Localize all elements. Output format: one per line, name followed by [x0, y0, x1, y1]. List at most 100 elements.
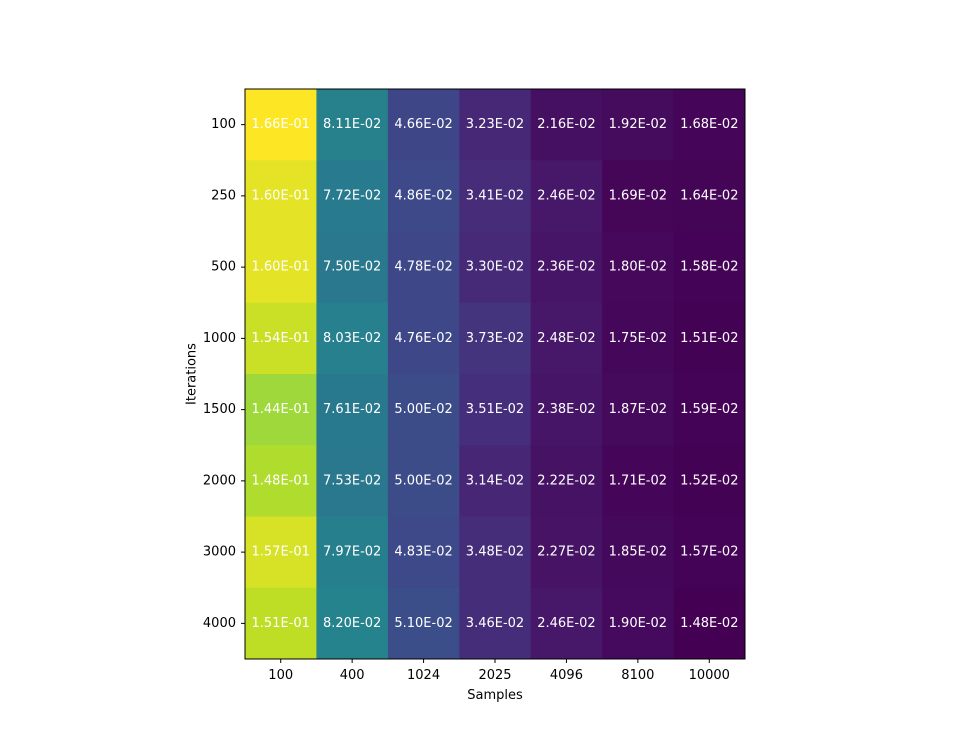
heatmap-cell	[459, 374, 532, 446]
cell-value-label: 7.53E-02	[323, 473, 381, 488]
cell-value-label: 5.10E-02	[394, 616, 452, 631]
heatmap-cell	[245, 374, 317, 446]
cell-value-label: 1.71E-02	[609, 473, 667, 488]
heatmap-cell	[673, 374, 746, 446]
heatmap-cell	[602, 445, 675, 517]
cell-value-label: 2.38E-02	[537, 402, 595, 417]
heatmap-cell	[316, 374, 389, 446]
y-tick-label: 250	[211, 188, 236, 203]
heatmap-cell	[530, 587, 603, 660]
x-tick-label: 4096	[550, 668, 583, 683]
heatmap-cell	[602, 231, 675, 304]
cell-value-label: 1.60E-01	[252, 260, 310, 275]
cell-value-label: 1.75E-02	[609, 331, 667, 346]
y-tick-label: 4000	[203, 616, 236, 631]
cell-value-label: 2.16E-02	[537, 117, 595, 132]
cell-value-label: 1.60E-01	[252, 188, 310, 203]
x-axis-label: Samples	[467, 688, 523, 703]
cell-value-label: 1.90E-02	[609, 616, 667, 631]
cell-value-label: 5.00E-02	[394, 402, 452, 417]
heatmap-cell	[602, 587, 675, 660]
heatmap-cell	[459, 160, 532, 232]
cell-value-label: 8.11E-02	[323, 117, 381, 132]
heatmap-cell	[530, 89, 603, 161]
cell-value-label: 3.46E-02	[466, 616, 524, 631]
cell-value-label: 2.46E-02	[537, 188, 595, 203]
heatmap-cell	[245, 516, 317, 589]
cell-value-label: 3.51E-02	[466, 402, 524, 417]
heatmap-cell	[387, 160, 460, 232]
cell-value-label: 4.78E-02	[394, 260, 452, 275]
heatmap-cell	[673, 89, 746, 161]
x-tick-label: 2025	[478, 668, 511, 683]
y-tick-label: 500	[211, 260, 236, 275]
y-tick-label: 1500	[203, 402, 236, 417]
cell-value-label: 2.27E-02	[537, 545, 595, 560]
x-tick-label: 400	[340, 668, 365, 683]
cell-value-label: 3.30E-02	[466, 260, 524, 275]
heatmap-cell	[459, 89, 532, 161]
heatmap-cell	[673, 445, 746, 517]
heatmap-cell	[316, 231, 389, 304]
cell-value-label: 1.64E-02	[680, 188, 738, 203]
cell-value-label: 2.36E-02	[537, 260, 595, 275]
y-axis-ticks: 100 250 500 1000 1500 2000 3000 4000	[203, 117, 245, 631]
heatmap-cell	[245, 445, 317, 517]
heatmap-cell	[459, 516, 532, 589]
x-tick-label: 100	[268, 668, 293, 683]
heatmap-cell	[245, 302, 317, 375]
heatmap-cell	[387, 587, 460, 660]
cell-value-label: 1.87E-02	[609, 402, 667, 417]
cell-value-label: 1.44E-01	[252, 402, 310, 417]
cell-value-label: 2.48E-02	[537, 331, 595, 346]
cell-value-label: 1.59E-02	[680, 402, 738, 417]
cell-value-label: 1.51E-01	[252, 616, 310, 631]
y-axis-label: Iterations	[185, 343, 200, 405]
heatmap-cell	[530, 302, 603, 375]
cell-value-label: 7.97E-02	[323, 545, 381, 560]
heatmap-cell	[673, 302, 746, 375]
cell-value-label: 7.61E-02	[323, 402, 381, 417]
cell-value-label: 4.83E-02	[394, 545, 452, 560]
heatmap-cell	[459, 445, 532, 517]
heatmap-cell	[387, 89, 460, 161]
heatmap-cell	[459, 231, 532, 304]
heatmap-cell	[530, 231, 603, 304]
heatmap-cell	[530, 445, 603, 517]
cell-value-label: 8.03E-02	[323, 331, 381, 346]
cell-value-label: 1.92E-02	[609, 117, 667, 132]
cell-value-label: 1.48E-02	[680, 616, 738, 631]
x-axis-ticks: 100 400 1024 2025 4096 8100 10000	[268, 659, 730, 683]
heatmap-cell	[602, 160, 675, 232]
cell-value-label: 3.23E-02	[466, 117, 524, 132]
heatmap-cell	[530, 374, 603, 446]
heatmap-cell	[245, 89, 317, 161]
cell-value-label: 1.51E-02	[680, 331, 738, 346]
heatmap-cells	[245, 89, 746, 660]
heatmap-cell	[673, 587, 746, 660]
cell-value-label: 1.68E-02	[680, 117, 738, 132]
heatmap-cell	[387, 302, 460, 375]
heatmap-cell	[530, 516, 603, 589]
cell-value-label: 7.72E-02	[323, 188, 381, 203]
x-tick-label: 1024	[407, 668, 440, 683]
x-tick-label: 8100	[621, 668, 654, 683]
cell-value-label: 4.76E-02	[394, 331, 452, 346]
heatmap-cell	[245, 160, 317, 232]
cell-value-label: 1.69E-02	[609, 188, 667, 203]
heatmap-cell	[602, 374, 675, 446]
cell-value-label: 3.41E-02	[466, 188, 524, 203]
heatmap-cell	[459, 302, 532, 375]
cell-value-label: 4.86E-02	[394, 188, 452, 203]
y-tick-label: 100	[211, 117, 236, 132]
y-tick-label: 1000	[203, 331, 236, 346]
cell-value-label: 1.80E-02	[609, 260, 667, 275]
heatmap-cell	[316, 160, 389, 232]
cell-value-label: 1.58E-02	[680, 260, 738, 275]
heatmap-cell	[245, 231, 317, 304]
heatmap-cell	[387, 445, 460, 517]
cell-value-label: 7.50E-02	[323, 260, 381, 275]
heatmap-cell	[459, 587, 532, 660]
cell-value-label: 3.73E-02	[466, 331, 524, 346]
